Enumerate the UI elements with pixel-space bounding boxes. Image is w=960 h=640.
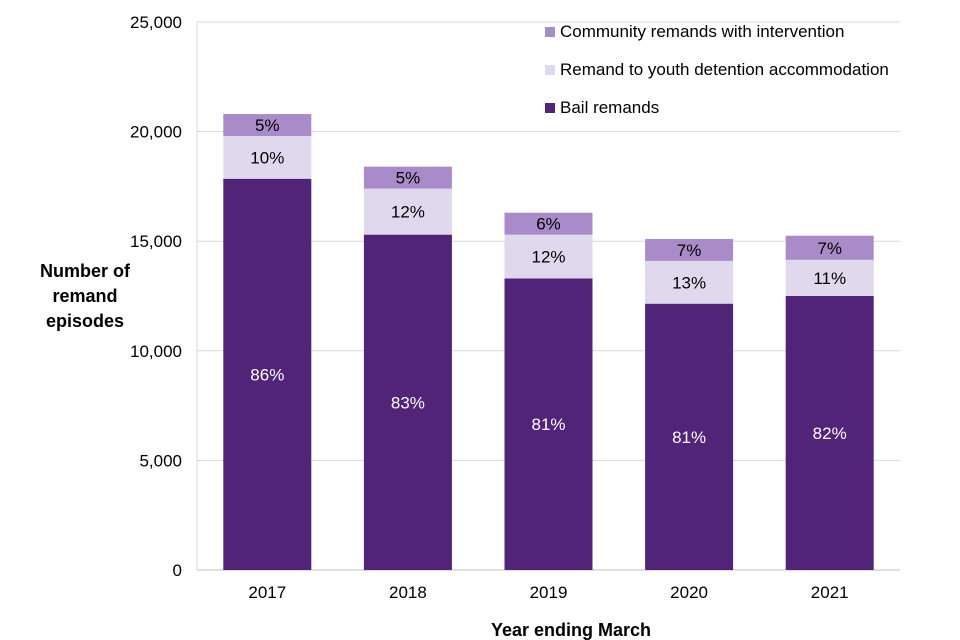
legend-label: Remand to youth detention accommodation [560,60,889,79]
bar-data-label: 5% [255,116,280,135]
y-tick-label: 20,000 [130,123,182,142]
bar-data-label: 81% [672,428,706,447]
legend: Community remands with intervention Reman… [545,22,889,117]
y-tick-label: 25,000 [130,13,182,32]
bar-data-label: 11% [813,269,846,288]
bars: 86% 10% 5% 83% 12% 5% 81% 12% 6% 81% 13% 7% 82% 11% 7% [223,114,874,570]
x-tick-label: 2018 [389,583,427,602]
y-axis-title-line-3: episodes [46,311,124,331]
bar-segment [504,212,593,235]
bar-segment [363,188,452,235]
y-tick-label: 0 [173,561,182,580]
bar-segment [785,296,874,570]
legend-swatch [545,27,555,37]
bar-segment [363,166,452,189]
bar-data-label: 7% [677,241,702,260]
bar-data-label: 10% [250,148,284,167]
y-axis-title-line-2: remand [52,286,117,306]
y-axis-ticks: 0 5,000 10,000 15,000 20,000 25,000 [130,13,182,580]
bar-data-label: 86% [250,365,284,384]
bar-segment [645,239,734,261]
x-axis-ticks: 2017 2018 2019 2020 2021 [248,583,848,602]
bar-segment [223,178,312,570]
bar-data-label: 12% [531,248,565,267]
bar-data-label: 13% [672,273,706,292]
x-tick-label: 2020 [670,583,708,602]
bar-data-label: 5% [396,169,421,188]
legend-label: Bail remands [560,98,659,117]
legend-swatch [545,65,555,75]
y-tick-label: 15,000 [130,232,182,251]
bar-data-label: 7% [817,239,842,258]
bar-segment [504,234,593,279]
x-tick-label: 2017 [248,583,286,602]
bar-segment [785,259,874,296]
bar-data-label: 82% [813,424,847,443]
bar-data-label: 12% [391,203,425,222]
x-tick-label: 2019 [530,583,568,602]
y-axis-title-line-1: Number of [40,261,131,281]
bar-segment [504,278,593,570]
bar-data-label: 81% [531,415,565,434]
bar-segment [785,235,874,260]
x-axis-title: Year ending March [491,620,651,640]
legend-swatch [545,103,555,113]
legend-label: Community remands with intervention [560,22,844,41]
bar-segment [645,303,734,570]
x-tick-label: 2021 [811,583,849,602]
bar-segment [223,135,312,179]
y-tick-label: 5,000 [139,451,182,470]
bar-segment [645,260,734,304]
bar-segment [223,114,312,136]
bar-data-label: 83% [391,393,425,412]
y-tick-label: 10,000 [130,342,182,361]
bar-data-label: 6% [536,215,561,234]
bar-segment [363,234,452,570]
